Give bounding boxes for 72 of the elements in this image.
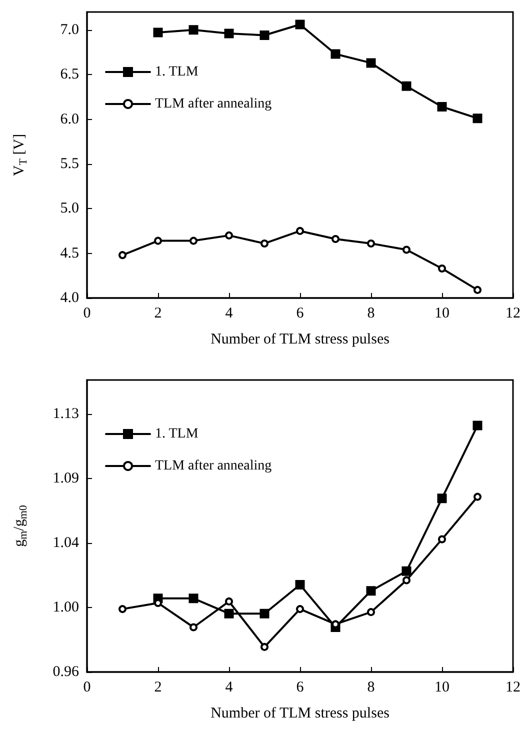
point xyxy=(224,28,234,38)
y-tick-label: 1.09 xyxy=(52,470,79,487)
point xyxy=(438,264,446,273)
point xyxy=(260,608,270,618)
point xyxy=(260,30,270,40)
point xyxy=(472,420,482,430)
point xyxy=(474,286,482,294)
point xyxy=(188,25,198,35)
y-tick-label: 5.5 xyxy=(60,156,79,172)
point xyxy=(154,236,162,245)
point xyxy=(260,239,268,248)
point xyxy=(118,605,126,614)
y-tick-label: 1.13 xyxy=(52,406,79,422)
point xyxy=(367,239,375,248)
point xyxy=(296,226,304,235)
point xyxy=(367,608,375,616)
point xyxy=(437,494,447,504)
point xyxy=(472,114,482,124)
point xyxy=(402,576,410,584)
x-tick-label: 0 xyxy=(83,680,91,696)
y-tick-label: 4.0 xyxy=(60,290,79,306)
y-tick-label: 1.00 xyxy=(52,600,79,616)
x-tick-label: 0 xyxy=(83,306,91,322)
point xyxy=(224,608,234,618)
point xyxy=(190,623,198,632)
point xyxy=(332,235,340,244)
x-tick-label: 2 xyxy=(154,306,162,322)
x-tick-label: 6 xyxy=(296,306,304,322)
point xyxy=(188,594,198,604)
legend-label: TLM after annealing xyxy=(155,96,272,112)
point xyxy=(474,492,482,501)
point xyxy=(437,102,447,112)
point xyxy=(366,586,376,596)
legend-label: 1. TLM xyxy=(155,426,199,442)
point xyxy=(402,566,412,576)
x-tick-label: 10 xyxy=(434,306,450,322)
point xyxy=(153,28,163,38)
x-tick-label: 12 xyxy=(506,306,520,322)
point xyxy=(366,58,376,68)
x-axis-title: Number of TLM stress pulses xyxy=(210,332,390,348)
point xyxy=(402,246,410,254)
point xyxy=(295,20,305,30)
x-tick-label: 8 xyxy=(367,680,375,696)
y-axis-title: gm/gm0 xyxy=(12,504,30,547)
point xyxy=(330,49,340,59)
x-tick-label: 4 xyxy=(225,306,234,322)
y-axis-title: VT [V] xyxy=(12,134,30,176)
y-tick-label: 0.96 xyxy=(52,664,80,680)
point xyxy=(225,597,233,606)
x-axis-title: Number of TLM stress pulses xyxy=(210,706,390,722)
point xyxy=(438,535,446,544)
point xyxy=(225,231,233,240)
point xyxy=(260,642,268,651)
y-tick-label: 7.0 xyxy=(60,22,79,38)
legend-label: 1. TLM xyxy=(155,64,199,80)
point xyxy=(402,81,412,91)
x-tick-label: 8 xyxy=(367,306,375,322)
point xyxy=(190,236,198,245)
y-tick-label: 4.5 xyxy=(60,245,79,262)
y-tick-label: 6.0 xyxy=(60,111,79,128)
y-tick-label: 5.0 xyxy=(60,200,79,217)
y-tick-label: 6.5 xyxy=(60,66,79,83)
y-tick-label: 1.04 xyxy=(52,535,80,552)
point xyxy=(295,580,305,590)
legend-label: TLM after annealing xyxy=(155,458,272,474)
x-tick-label: 10 xyxy=(434,680,450,696)
point xyxy=(296,605,304,614)
x-tick-label: 2 xyxy=(154,680,162,696)
point xyxy=(118,251,126,260)
x-tick-label: 4 xyxy=(225,680,234,696)
x-tick-label: 12 xyxy=(506,680,520,696)
x-tick-label: 6 xyxy=(296,680,304,696)
